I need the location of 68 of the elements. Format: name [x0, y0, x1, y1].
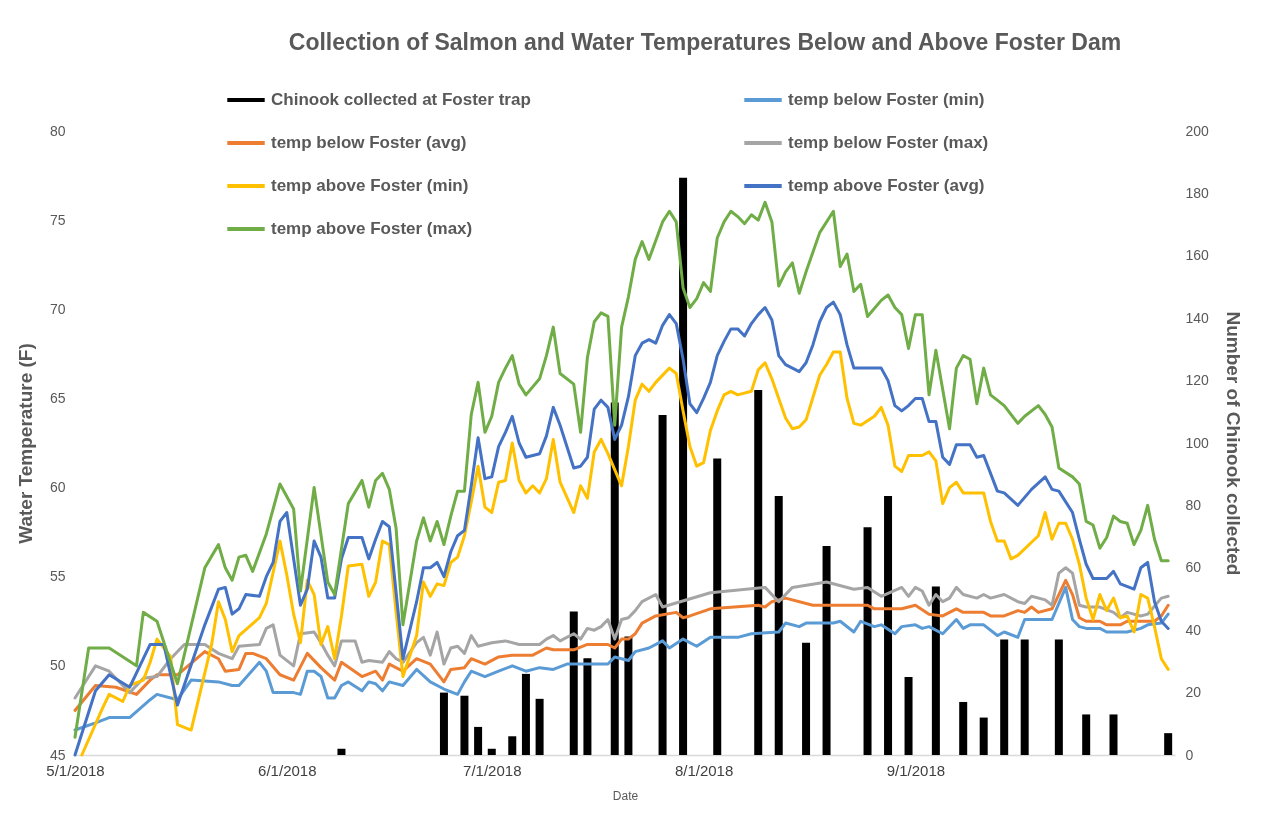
x-tick-label: 6/1/2018 [258, 761, 317, 779]
legend-label: temp above Foster (avg) [788, 176, 985, 195]
y-tick-label: 75 [49, 211, 66, 228]
bar [439, 692, 448, 755]
bar [754, 389, 763, 755]
bar [624, 636, 633, 755]
y2-tick-label: 20 [1185, 684, 1202, 701]
line-series [73, 578, 1170, 712]
bar [959, 701, 968, 755]
y2-tick-label: 0 [1185, 746, 1194, 763]
bar [822, 545, 831, 755]
bar [1082, 714, 1091, 755]
legend-label: temp above Foster (min) [271, 176, 469, 195]
bar [535, 698, 544, 755]
y-tick-label: 65 [49, 389, 66, 406]
line-series [73, 585, 1170, 732]
bar [569, 611, 578, 755]
y-tick-label: 55 [49, 568, 66, 585]
bar [979, 717, 988, 755]
bar [863, 527, 872, 755]
bar [337, 748, 346, 755]
bar [904, 677, 913, 755]
bar [802, 642, 811, 755]
x-tick-label: 5/1/2018 [46, 761, 105, 779]
y-tick-label: 45 [49, 746, 66, 763]
bar [1109, 714, 1118, 755]
y2-tick-label: 120 [1185, 372, 1210, 389]
y2-tick-label: 40 [1185, 621, 1202, 638]
bar [713, 458, 722, 755]
y2-tick-label: 200 [1185, 122, 1210, 139]
bar [460, 695, 469, 755]
x-axis-title: Date [612, 788, 639, 803]
bar [884, 496, 893, 755]
x-tick-label: 9/1/2018 [886, 761, 946, 779]
y-tick-label: 80 [49, 122, 66, 139]
bar [1054, 639, 1063, 755]
legend-label: Chinook collected at Foster trap [271, 90, 531, 109]
legend-label: temp below Foster (avg) [271, 133, 467, 152]
bar [521, 673, 530, 755]
bar [508, 736, 517, 755]
line-series [73, 200, 1170, 739]
y2-tick-label: 140 [1185, 309, 1210, 326]
y2-tick-label: 80 [1185, 496, 1202, 513]
y2-tick-label: 160 [1185, 247, 1210, 264]
bar [1164, 733, 1173, 755]
y2-tick-label: 60 [1185, 559, 1202, 576]
chart-title: Collection of Salmon and Water Temperatures Below and Above Foster Dam [288, 29, 1122, 55]
legend-label: temp above Foster (max) [271, 219, 473, 238]
y2-tick-label: 100 [1185, 434, 1210, 451]
bar [931, 586, 940, 755]
x-tick-label: 8/1/2018 [674, 761, 734, 779]
legend-label: temp below Foster (max) [788, 133, 989, 152]
line-series [73, 566, 1170, 700]
y2-tick-label: 180 [1185, 184, 1210, 201]
y-tick-label: 70 [49, 300, 66, 317]
bar [658, 414, 667, 755]
legend-label: temp below Foster (min) [788, 90, 985, 109]
bar [774, 496, 783, 755]
bar [583, 658, 592, 755]
bar [487, 748, 496, 755]
bar [474, 726, 483, 755]
y2-axis-title: Number of Chinook collected [1222, 311, 1244, 576]
bar [1000, 639, 1009, 755]
y-tick-label: 60 [49, 479, 66, 496]
bar [1020, 639, 1029, 755]
y-axis-title: Water Temperature (F) [14, 343, 36, 544]
y-tick-label: 50 [49, 657, 66, 674]
x-tick-label: 7/1/2018 [463, 761, 522, 779]
